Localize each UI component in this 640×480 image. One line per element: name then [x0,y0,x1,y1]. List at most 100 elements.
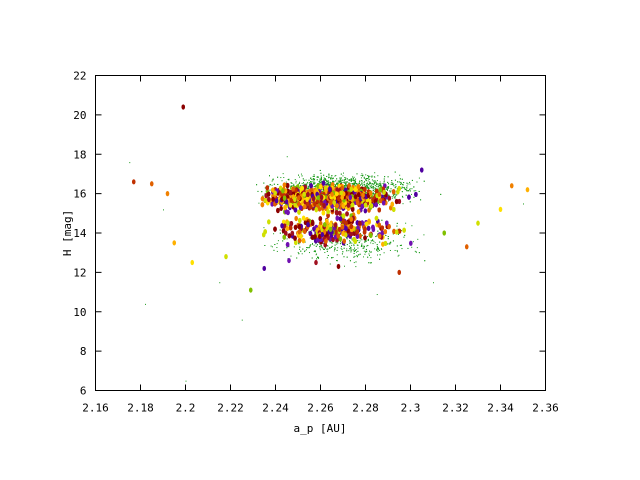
small-point [400,182,402,184]
data-point [329,222,333,228]
small-point [185,380,187,382]
small-point [359,240,361,242]
small-point [363,250,365,252]
small-point [393,196,395,198]
small-point [293,184,295,186]
small-point [389,191,391,193]
small-point [283,177,285,179]
small-point [374,181,376,183]
small-point [291,182,293,184]
small-point [300,184,302,186]
small-point [339,241,341,243]
small-point [398,233,400,235]
small-point [357,244,359,246]
data-point [293,224,298,230]
data-point [394,198,399,205]
small-point [344,244,346,246]
data-point [356,184,361,190]
small-point [390,242,392,244]
small-point [398,181,400,183]
small-point [376,249,378,251]
small-point [378,190,380,192]
small-point [305,179,307,181]
data-point [390,201,395,207]
data-point [265,185,270,191]
small-point [397,181,399,183]
small-point [321,188,323,190]
small-point [401,178,403,180]
small-point [303,183,305,185]
small-point [304,251,306,253]
small-point [345,182,347,184]
small-point [366,245,368,247]
small-point [286,187,288,189]
data-point [326,209,330,215]
data-point [297,195,301,201]
small-point [377,230,379,232]
small-point [340,182,342,184]
small-point [354,179,356,181]
small-point [317,257,319,259]
small-point [387,186,389,188]
small-point [335,184,337,186]
small-point [366,183,368,185]
data-point [334,209,339,216]
x-tick-label: 2.28 [352,402,379,415]
small-point [264,187,266,189]
small-point [325,180,327,182]
small-point [364,253,366,255]
small-point [370,257,372,259]
small-point [313,182,315,184]
small-point [418,252,420,254]
x-tick-label: 2.26 [307,402,334,415]
small-point [311,181,313,183]
small-point [372,195,374,197]
small-point [366,250,368,252]
data-point [285,241,290,248]
small-point [269,183,271,185]
small-point [326,257,328,259]
small-point [345,181,347,183]
data-point [419,167,424,173]
small-point [367,187,369,189]
small-point [313,181,315,183]
small-point [389,243,391,245]
small-point [314,185,316,187]
x-tick-label: 2.34 [487,402,514,415]
x-tick-label: 2.36 [532,402,559,415]
small-point [374,193,376,195]
small-point [364,241,366,243]
small-point [326,181,328,183]
y-axis-ticks: 6 8 10 12 14 16 18 20 22 [73,70,546,398]
data-point [294,239,298,246]
data-point [262,265,267,272]
small-point [364,240,366,242]
small-point [381,248,383,250]
small-point [388,200,390,202]
small-point [363,245,365,247]
data-point [318,216,323,222]
data-point [344,220,348,226]
small-point [423,234,425,236]
small-point [353,252,355,254]
small-point [324,178,326,180]
small-point [308,179,310,181]
small-point [379,204,381,206]
data-point [409,240,413,246]
data-point [287,233,292,239]
small-point [293,183,295,185]
small-point [413,196,415,198]
small-point [346,178,348,180]
small-point [353,178,355,180]
small-point [268,175,270,177]
small-point [263,227,265,229]
small-point [289,186,291,188]
small-point [402,203,404,205]
small-point [297,183,299,185]
data-point [381,200,386,206]
x-axis-ticks: 2.16 2.18 2.2 2.22 2.24 2.26 2.28 2.3 2.32 2.34 2.… [82,75,559,415]
small-point [306,181,308,183]
small-point [412,241,414,243]
small-point [343,182,345,184]
small-point [365,174,367,176]
